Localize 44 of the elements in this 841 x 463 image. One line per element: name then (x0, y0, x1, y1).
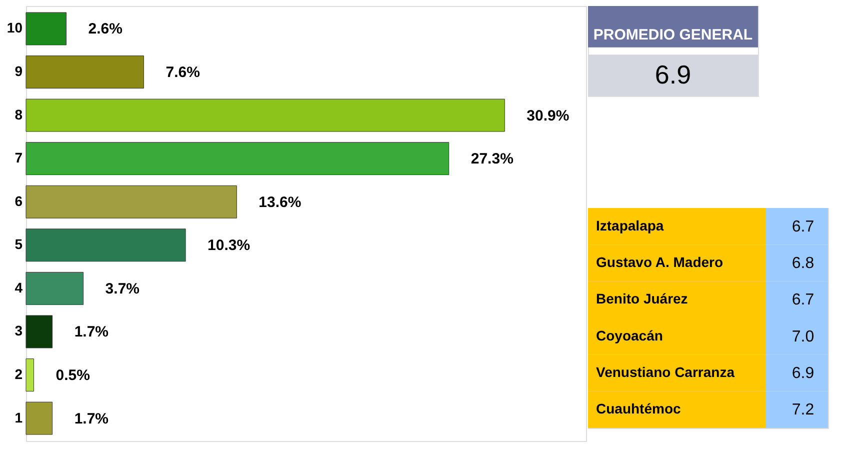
y-tick-label: 6 (14, 192, 23, 209)
category-label: Cuauhtémoc (596, 400, 681, 417)
bar (26, 315, 53, 348)
data-label: 3.7% (105, 280, 140, 298)
y-tick-label: 7 (14, 150, 23, 166)
bar (26, 402, 53, 435)
y-tick-label: 4 (14, 279, 23, 296)
y-tick-label: 3 (14, 322, 23, 339)
bar (26, 12, 67, 46)
data-label: 7.2 (792, 402, 814, 419)
data-label: 1.7% (74, 324, 109, 341)
bar (26, 142, 450, 176)
bar (26, 358, 34, 392)
category-label: Benito Juárez (596, 290, 688, 307)
bar (26, 228, 186, 262)
y-tick-label: 2 (14, 366, 23, 382)
data-label: 6.8 (792, 255, 814, 272)
category-label: Venustiano Carranza (596, 364, 735, 380)
y-tick-label: 9 (14, 63, 23, 80)
category-label: Iztapalapa (596, 217, 664, 234)
text: PROMEDIO GENERAL (593, 26, 753, 44)
y-tick-label: 8 (14, 106, 23, 122)
text: 6.9 (654, 59, 692, 90)
data-label: 1.7% (74, 410, 109, 428)
bar (26, 185, 237, 218)
category-label: Gustavo A. Madero (596, 254, 724, 270)
y-tick-label: 5 (14, 236, 23, 252)
bar (26, 98, 505, 132)
bar (26, 272, 84, 305)
data-label: 27.3% (470, 150, 514, 168)
data-label: 6.7 (792, 292, 814, 309)
data-label: 13.6% (258, 194, 302, 211)
data-label: 30.9% (526, 107, 570, 124)
data-label: 10.3% (208, 237, 250, 254)
data-label: 7.0 (792, 328, 814, 346)
data-label: 2.6% (88, 20, 122, 38)
data-label: 6.7 (792, 218, 814, 236)
category-label: Coyoacán (596, 327, 663, 344)
bar (26, 56, 144, 88)
data-label: 0.5% (56, 366, 90, 384)
y-tick-label: 1 (14, 409, 23, 426)
data-label: 6.9 (792, 365, 814, 382)
data-label: 7.6% (166, 64, 200, 82)
y-tick-label: 10 (6, 20, 23, 36)
